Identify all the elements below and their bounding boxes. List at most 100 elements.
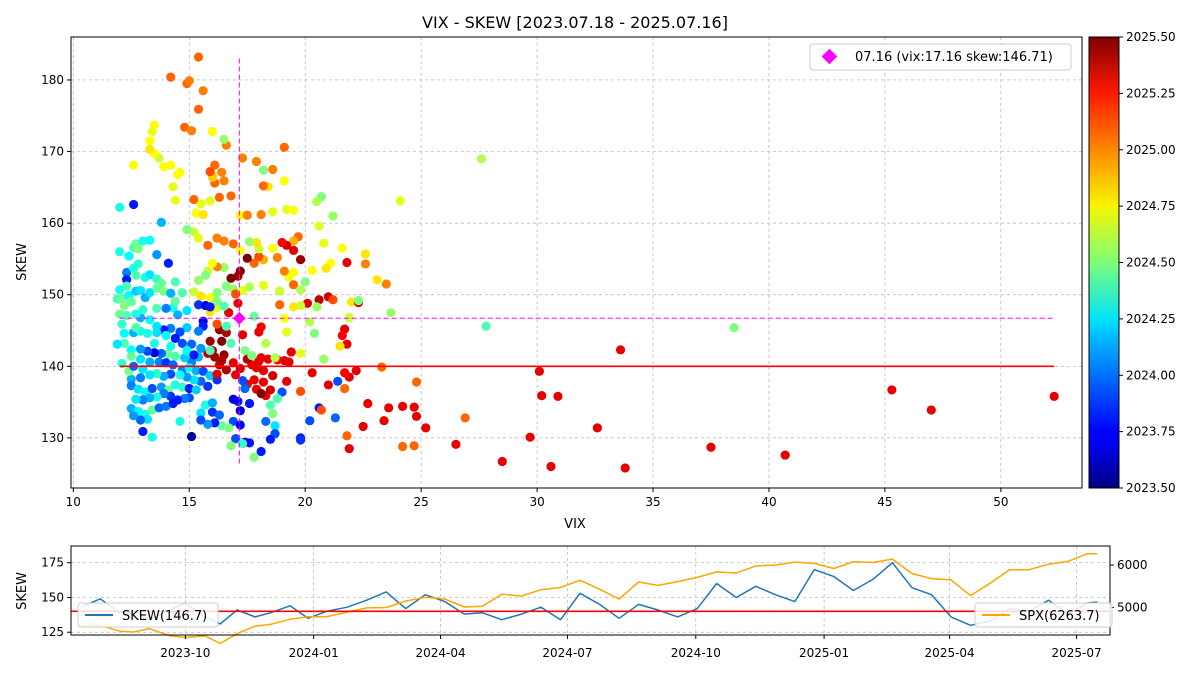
scatter-point bbox=[131, 323, 141, 333]
scatter-point bbox=[186, 126, 197, 136]
scatter-point bbox=[289, 236, 299, 246]
scatter-point bbox=[228, 416, 238, 427]
scatter-point bbox=[166, 369, 176, 379]
scatter-point bbox=[282, 327, 292, 337]
scatter-point bbox=[231, 434, 241, 444]
scatter-point bbox=[180, 122, 190, 132]
scatter-point bbox=[182, 323, 192, 333]
scatter-point bbox=[207, 407, 218, 417]
scatter-point bbox=[214, 192, 225, 202]
scatter-point bbox=[200, 270, 211, 280]
scatter-point bbox=[145, 370, 155, 380]
scatter-point bbox=[145, 287, 155, 298]
scatter-point bbox=[226, 338, 236, 348]
scatter-point bbox=[256, 388, 266, 399]
scatter-point bbox=[289, 267, 299, 278]
scatter-point bbox=[268, 164, 278, 175]
scatter-point bbox=[203, 240, 213, 250]
scatter-point bbox=[309, 328, 320, 338]
scatter-point bbox=[135, 285, 146, 296]
scatter-point bbox=[212, 296, 222, 306]
scatter-point bbox=[126, 403, 136, 414]
scatter-point bbox=[149, 120, 160, 130]
scatter-point bbox=[233, 271, 243, 281]
scatter-point bbox=[166, 391, 176, 401]
spx-legend-box bbox=[974, 602, 1113, 628]
scatter-point bbox=[242, 253, 252, 263]
scatter-point bbox=[214, 410, 225, 420]
scatter-point bbox=[534, 366, 544, 376]
x-tick-label: 15 bbox=[182, 495, 197, 509]
scatter-point bbox=[119, 300, 129, 311]
skew-series-line bbox=[80, 561, 1098, 627]
y-tick-label: 140 bbox=[41, 359, 64, 373]
colorbar-tick-label: 2024.25 bbox=[1126, 312, 1176, 326]
scatter-point bbox=[312, 197, 322, 207]
scatter-x-ticks: 10 15 20 25 30 35 40 45 50 bbox=[66, 488, 1008, 509]
scatter-point bbox=[159, 286, 169, 296]
scatter-point bbox=[887, 385, 897, 395]
scatter-point bbox=[217, 421, 227, 431]
scatter-point bbox=[126, 297, 136, 307]
scatter-point bbox=[219, 262, 229, 273]
scatter-point bbox=[237, 285, 248, 296]
scatter-point bbox=[217, 336, 227, 346]
scatter-point bbox=[395, 196, 405, 206]
scatter-point bbox=[275, 286, 285, 296]
scatter-point bbox=[191, 385, 201, 395]
scatter-point bbox=[340, 368, 350, 378]
scatter-point bbox=[133, 259, 143, 269]
scatter-point bbox=[344, 444, 354, 454]
scatter-point bbox=[235, 406, 245, 416]
scatter-point bbox=[180, 353, 190, 363]
legend-label: 07.16 (vix:17.16 skew:146.71) bbox=[855, 50, 1053, 65]
scatter-point bbox=[358, 421, 368, 432]
scatter-point bbox=[152, 328, 162, 338]
scatter-point bbox=[196, 343, 206, 354]
scatter-point bbox=[319, 238, 329, 248]
scatter-point bbox=[219, 301, 229, 311]
scatter-point bbox=[926, 405, 936, 415]
ts-x-tick-label: 2024-04 bbox=[416, 646, 466, 660]
scatter-point bbox=[342, 257, 352, 268]
scatter-point bbox=[268, 408, 278, 419]
scatter-point bbox=[177, 287, 187, 298]
scatter-point bbox=[138, 395, 148, 405]
scatter-point bbox=[321, 263, 331, 273]
scatter-point bbox=[152, 283, 162, 293]
scatter-point bbox=[200, 400, 211, 410]
scatter-point bbox=[265, 400, 276, 410]
scatter-point bbox=[240, 345, 250, 356]
scatter-point bbox=[131, 394, 141, 404]
scatter-point bbox=[242, 210, 252, 220]
scatter-point bbox=[537, 391, 547, 401]
scatter-point bbox=[272, 252, 282, 263]
scatter-point bbox=[237, 153, 248, 163]
scatter-point bbox=[231, 370, 241, 380]
scatter-point bbox=[184, 363, 194, 373]
scatter-point bbox=[212, 303, 222, 313]
scatter-point bbox=[138, 426, 148, 437]
scatter-point bbox=[145, 357, 155, 367]
scatter-point bbox=[154, 403, 164, 413]
scatter-point bbox=[353, 295, 364, 306]
ts-y-tick-label: 175 bbox=[41, 556, 64, 570]
scatter-point bbox=[149, 338, 160, 348]
ts-x-tick-label: 2025-07 bbox=[1051, 646, 1101, 660]
scatter-point bbox=[295, 300, 306, 311]
scatter-point bbox=[254, 252, 264, 262]
scatter-point bbox=[205, 371, 215, 381]
scatter-ref-lines bbox=[119, 58, 1055, 467]
scatter-point bbox=[186, 431, 197, 442]
scatter-point bbox=[342, 339, 352, 349]
scatter-point bbox=[168, 360, 178, 370]
scatter-point bbox=[168, 182, 178, 192]
scatter-point bbox=[481, 321, 491, 331]
scatter-point bbox=[256, 446, 266, 457]
scatter-point bbox=[282, 376, 292, 386]
scatter-point bbox=[409, 441, 419, 451]
timeseries-plot-frame bbox=[70, 545, 1111, 636]
scatter-point bbox=[145, 144, 155, 154]
scatter-point bbox=[117, 319, 127, 329]
